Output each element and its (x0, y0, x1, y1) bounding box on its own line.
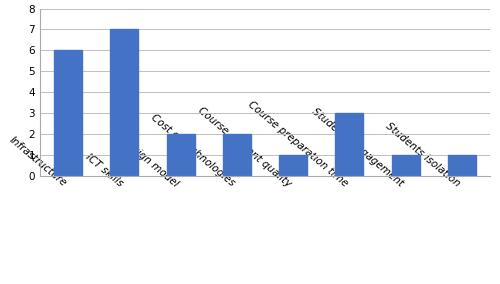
Bar (279, 155, 307, 176)
Bar (336, 113, 363, 176)
Bar (166, 134, 194, 176)
Bar (392, 155, 419, 176)
Bar (448, 155, 476, 176)
Bar (110, 30, 138, 176)
Bar (54, 51, 82, 176)
Bar (223, 134, 251, 176)
